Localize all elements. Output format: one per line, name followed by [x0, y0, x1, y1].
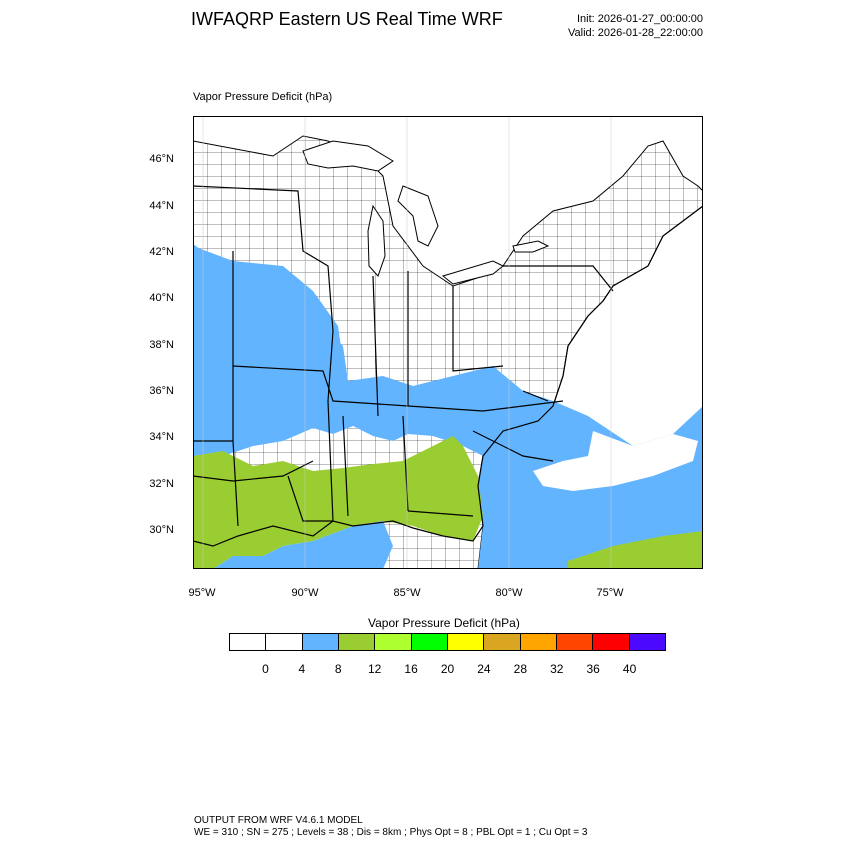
colorbar-tick-label: 36	[586, 662, 600, 676]
colorbar-swatch	[447, 634, 485, 650]
lake-erie	[441, 260, 504, 285]
lon-label: 80°W	[495, 587, 523, 599]
vpd-4-8-north	[193, 246, 343, 416]
model-info: OUTPUT FROM WRF V4.6.1 MODEL	[194, 815, 363, 826]
colorbar-swatch	[484, 634, 521, 650]
graticule	[202, 116, 612, 569]
lake-superior	[302, 140, 394, 172]
lon-label: 85°W	[393, 587, 421, 599]
lat-label: 40°N	[149, 292, 174, 304]
gulf-water	[213, 521, 393, 569]
lat-label: 34°N	[149, 431, 174, 443]
state-borders	[193, 185, 614, 527]
colorbar-tick-label: 12	[367, 662, 382, 676]
lat-label: 44°N	[149, 200, 174, 212]
main-title: IWFAQRP Eastern US Real Time WRF	[191, 9, 503, 29]
lon-label: 95°W	[188, 587, 216, 599]
map-border	[193, 116, 703, 569]
model-settings: WE = 310 ; SN = 275 ; Levels = 38 ; Dis …	[194, 827, 588, 838]
lat-label: 38°N	[149, 339, 174, 351]
atlantic-low-vpd	[533, 431, 698, 491]
colorbar-tick-label: 28	[513, 662, 527, 676]
colorbar-tick-label: 16	[404, 662, 418, 676]
colorbar-swatch	[266, 634, 303, 650]
coastline	[193, 205, 703, 547]
lat-label: 32°N	[149, 478, 174, 490]
lat-label: 30°N	[149, 524, 174, 536]
colorbar-swatch	[375, 634, 412, 650]
colorbar-tick-label: 8	[334, 662, 342, 676]
lat-label: 42°N	[149, 246, 174, 258]
colorbar-tick-label: 0	[262, 662, 269, 676]
init-time: Init: 2026-01-27_00:00:00	[577, 13, 703, 25]
lake-ontario	[512, 240, 550, 253]
colorbar-swatch	[520, 634, 557, 650]
colorbar-swatch	[629, 634, 665, 650]
colorbar-swatch	[338, 634, 376, 650]
colorbar-tick-label: 40	[622, 662, 637, 676]
map-panel	[193, 116, 703, 569]
lake-michigan	[367, 204, 386, 277]
vpd-8-12-region	[193, 436, 483, 569]
lake-huron	[397, 185, 439, 247]
lat-label: 46°N	[149, 153, 174, 165]
colorbar	[229, 633, 666, 651]
colorbar-swatch	[411, 634, 448, 650]
colorbar-swatch	[556, 634, 594, 650]
colorbar-swatch	[593, 634, 630, 650]
colorbar-swatch	[230, 634, 267, 650]
field-title: Vapor Pressure Deficit (hPa)	[193, 91, 333, 103]
colorbar-tick-label: 32	[550, 662, 564, 676]
vpd-8-12-coast	[568, 531, 703, 569]
colorbar-tick-label: 20	[440, 662, 455, 676]
lon-label: 75°W	[596, 587, 624, 599]
colorbar-tick-label: 4	[298, 662, 306, 676]
lon-label: 90°W	[291, 587, 319, 599]
colorbar-title: Vapor Pressure Deficit (hPa)	[368, 616, 520, 630]
colorbar-swatch	[302, 634, 339, 650]
colorbar-tick-label: 24	[477, 662, 491, 676]
lat-label: 36°N	[149, 385, 174, 397]
valid-time: Valid: 2026-01-28_22:00:00	[568, 27, 703, 39]
